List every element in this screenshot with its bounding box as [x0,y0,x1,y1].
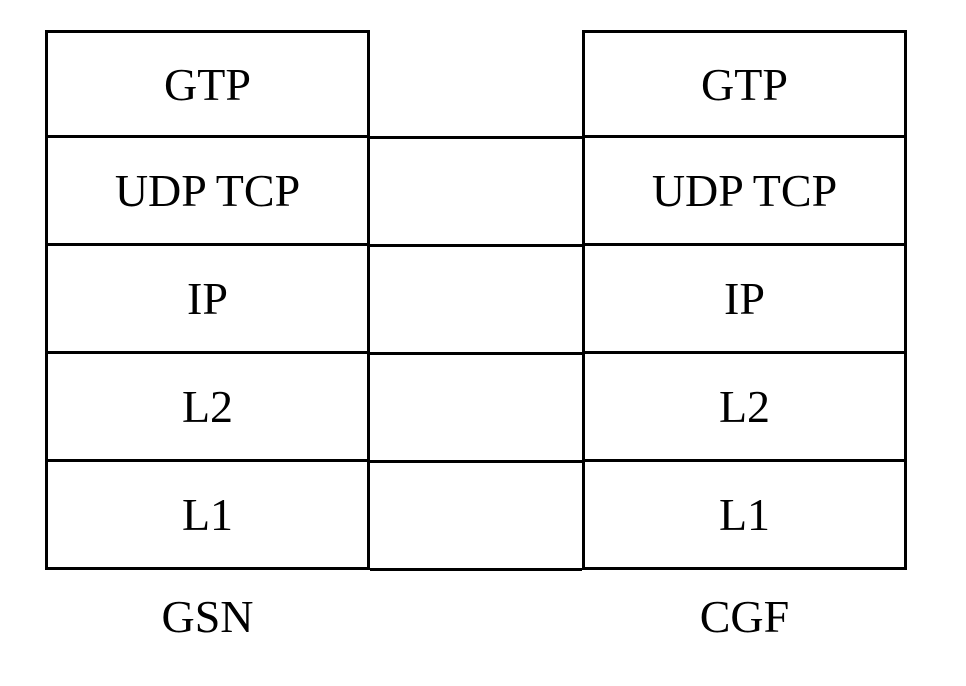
left-layer-udptcp: UDP TCP [45,138,370,246]
layer-label: GTP [701,58,788,111]
layer-label: UDP TCP [115,164,300,217]
connector-line-4 [370,460,582,463]
layer-label: L2 [182,380,233,433]
right-stack: GTP UDP TCP IP L2 L1 [582,30,907,570]
left-stack-label: GSN [45,590,370,643]
layer-label: L1 [182,488,233,541]
left-layer-gtp: GTP [45,30,370,138]
connector-line-5 [370,568,582,571]
layer-label: L1 [719,488,770,541]
layer-label: UDP TCP [652,164,837,217]
layer-label: IP [187,272,228,325]
right-layer-l2: L2 [582,354,907,462]
right-layer-udptcp: UDP TCP [582,138,907,246]
left-layer-l2: L2 [45,354,370,462]
left-layer-ip: IP [45,246,370,354]
right-layer-gtp: GTP [582,30,907,138]
left-layer-l1: L1 [45,462,370,570]
left-stack: GTP UDP TCP IP L2 L1 [45,30,370,570]
right-layer-ip: IP [582,246,907,354]
protocol-stack-diagram: GTP UDP TCP IP L2 L1 GTP UDP TCP IP L2 L… [0,0,966,686]
right-stack-label: CGF [582,590,907,643]
layer-label: GTP [164,58,251,111]
connector-line-3 [370,352,582,355]
connector-line-1 [370,136,582,139]
layer-label: L2 [719,380,770,433]
layer-label: IP [724,272,765,325]
connector-line-2 [370,244,582,247]
right-layer-l1: L1 [582,462,907,570]
